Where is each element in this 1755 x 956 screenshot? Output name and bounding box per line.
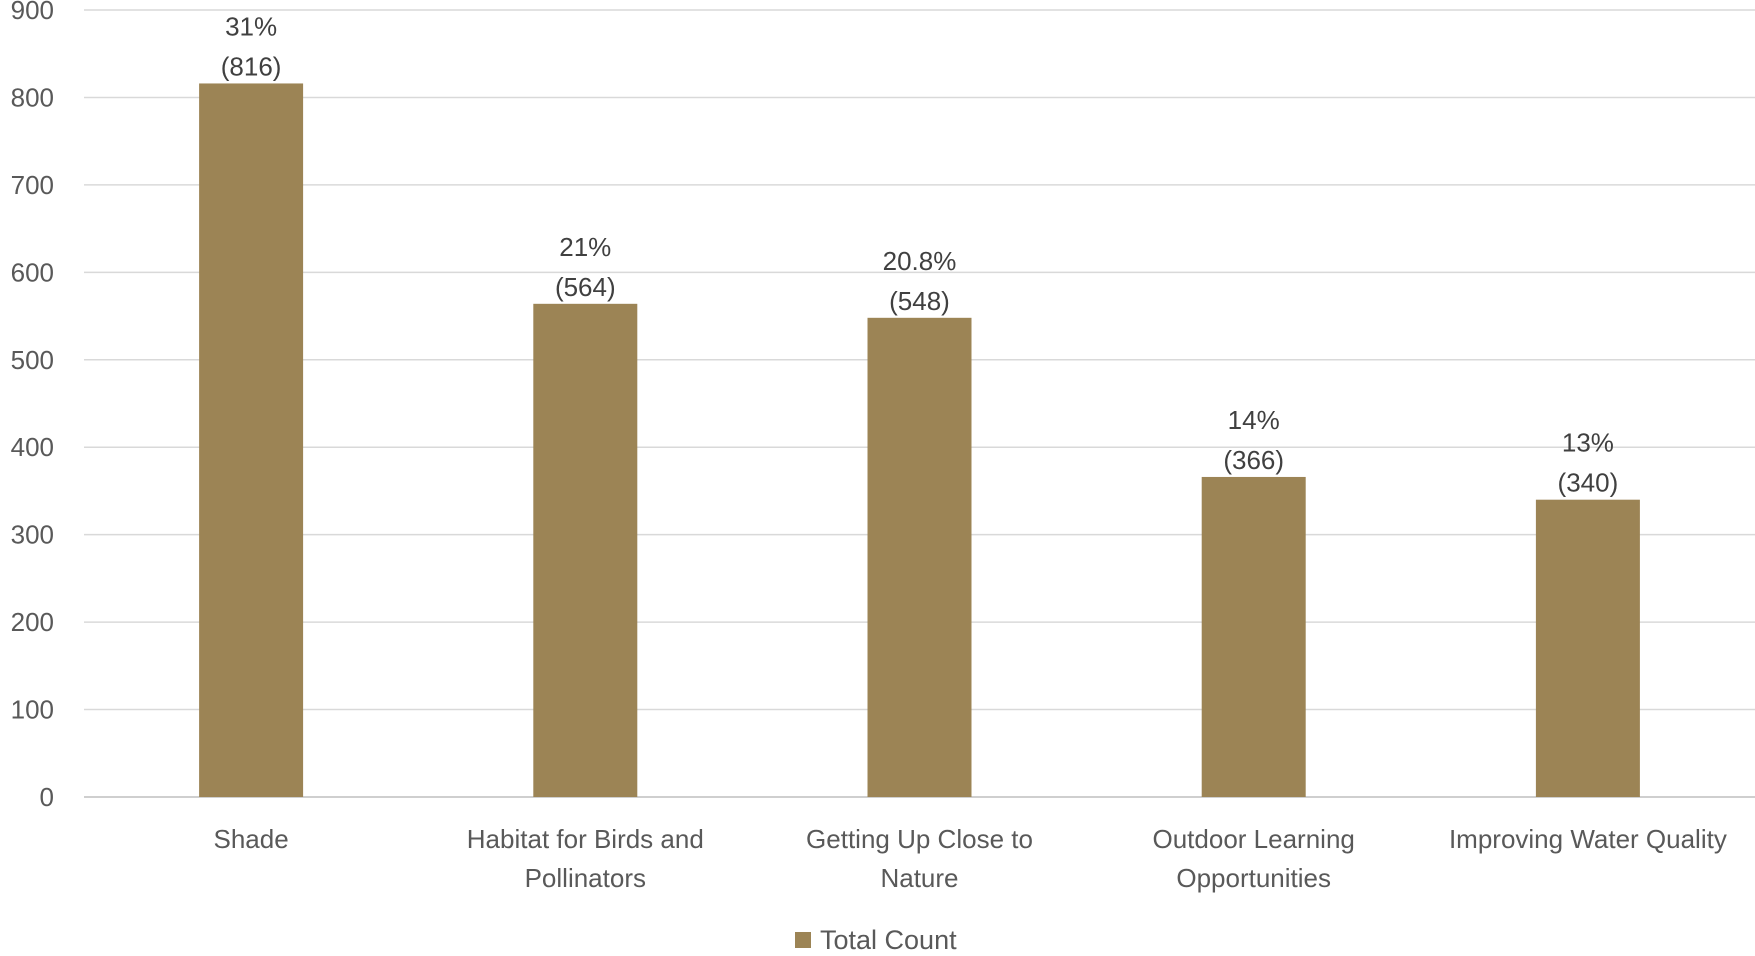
y-tick-label: 0 — [40, 782, 54, 812]
y-tick-label: 600 — [11, 257, 54, 287]
data-label-count: (340) — [1558, 468, 1619, 498]
category-label: Getting Up Close to — [806, 824, 1033, 854]
category-label: Shade — [214, 824, 289, 854]
data-label-percent: 21% — [559, 232, 611, 262]
data-label-count: (564) — [555, 272, 616, 302]
data-label-percent: 14% — [1228, 405, 1280, 435]
data-labels: 31% (816) 21% (564) 20.8% (548) 14% (366) 13% (34… — [221, 11, 1619, 497]
category-labels: Shade Habitat for Birds and Pollinators Get… — [214, 824, 1727, 893]
y-tick-label: 800 — [11, 82, 54, 112]
data-label-percent: 31% — [225, 11, 277, 41]
bar — [1535, 499, 1640, 797]
legend: Total Count — [795, 925, 957, 955]
category-label: Nature — [880, 863, 958, 893]
data-label-percent: 20.8% — [883, 246, 957, 276]
data-label-count: (816) — [221, 51, 282, 81]
legend-label: Total Count — [820, 925, 957, 955]
y-tick-label: 700 — [11, 170, 54, 200]
category-label: Improving Water Quality — [1449, 824, 1727, 854]
category-label: Pollinators — [525, 863, 646, 893]
bar — [199, 83, 304, 798]
bar — [1201, 476, 1306, 797]
data-label-count: (366) — [1223, 445, 1284, 475]
bars — [199, 83, 1640, 798]
category-label: Opportunities — [1176, 863, 1331, 893]
y-tick-label: 200 — [11, 607, 54, 637]
data-label-percent: 13% — [1562, 428, 1614, 458]
legend-swatch — [795, 932, 811, 948]
category-label: Habitat for Birds and — [467, 824, 704, 854]
category-label: Outdoor Learning — [1153, 824, 1355, 854]
y-tick-label: 300 — [11, 520, 54, 550]
y-tick-label: 100 — [11, 695, 54, 725]
y-tick-label: 400 — [11, 432, 54, 462]
bar — [533, 303, 638, 797]
bar — [867, 317, 972, 797]
y-tick-label: 900 — [11, 0, 54, 25]
data-label-count: (548) — [889, 286, 950, 316]
y-axis-ticks: 0 100 200 300 400 500 600 700 800 900 — [11, 0, 54, 812]
y-tick-label: 500 — [11, 345, 54, 375]
